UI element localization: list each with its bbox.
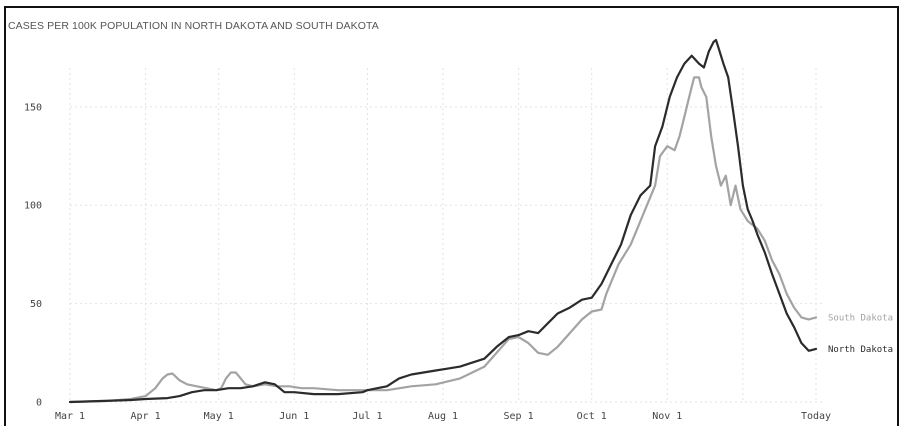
series-line [68, 38, 818, 404]
x-tick-label: Mar 1 [55, 411, 85, 421]
x-tick-label: Jul 1 [352, 411, 382, 421]
series-label: South Dakota [828, 313, 893, 323]
x-tick-label: Jun 1 [279, 411, 309, 421]
y-tick-label: 150 [24, 102, 42, 113]
series-label: North Dakota [828, 345, 893, 355]
chart-title: CASES PER 100K POPULATION IN NORTH DAKOT… [8, 20, 379, 32]
x-tick-label: Nov 1 [652, 411, 682, 421]
y-tick-label: 0 [36, 398, 42, 409]
x-tick-label: Sep 1 [504, 411, 534, 421]
x-tick-label: Today [801, 411, 831, 421]
y-tick-label: 100 [24, 201, 42, 212]
x-tick-label: May 1 [204, 411, 234, 421]
y-tick-label: 50 [30, 299, 42, 310]
x-tick-label: Aug 1 [428, 411, 458, 421]
x-tick-label: Apr 1 [131, 411, 161, 421]
x-tick-label: Oct 1 [577, 411, 607, 421]
